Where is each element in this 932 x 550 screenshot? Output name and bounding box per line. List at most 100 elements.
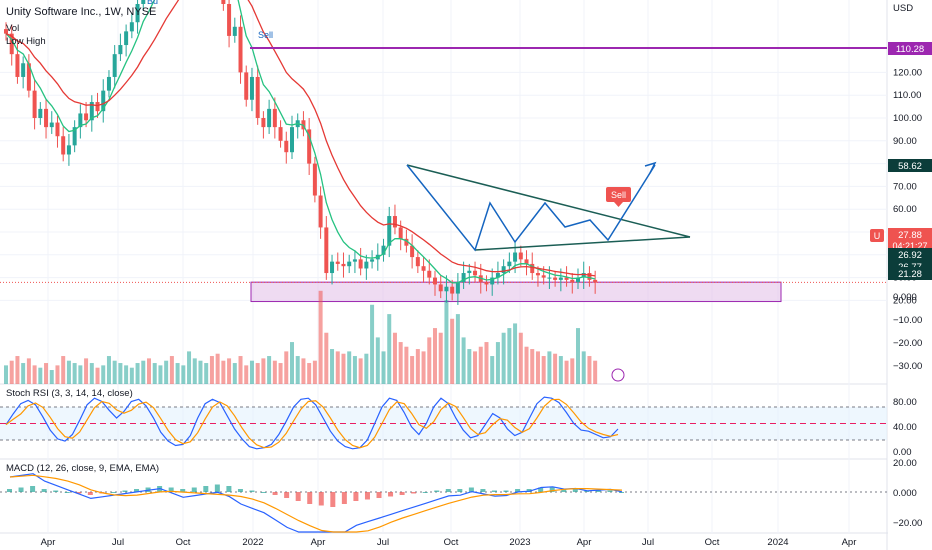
volume-bar [169, 356, 174, 384]
macd-histogram-bar [180, 489, 186, 492]
volume-bar [261, 358, 266, 384]
volume-bar [9, 360, 14, 384]
macd-histogram-bar [538, 487, 544, 492]
volume-bar [335, 351, 340, 384]
macd-histogram-bar [214, 484, 220, 492]
sell-badge[interactable]: Sell [606, 187, 631, 207]
price-axis[interactable]: USD 120.00 110.00 100.00 90.00 80.00 70.00 60.… [870, 0, 932, 550]
time-axis-label: Oct [444, 537, 459, 548]
macd-histogram-bar [203, 486, 209, 492]
lower-label-3: 21.28 [898, 269, 922, 280]
macd-histogram-bar [249, 490, 255, 492]
volume-bar [124, 365, 129, 384]
volume-bar [101, 365, 106, 384]
candle-body [335, 261, 340, 264]
volume-bar [61, 356, 66, 384]
macd-title: MACD (12, 26, close, 9, EMA, EMA) [6, 463, 160, 474]
candle-body [587, 273, 592, 280]
candle-body [358, 259, 363, 269]
macd-histogram-bar [607, 490, 613, 492]
candle-body [541, 275, 546, 278]
volume-bar [444, 300, 449, 384]
volume-bar [152, 363, 157, 384]
time-axis[interactable]: Apr Jul Oct 2022 Apr Jul Oct 2023 Apr Jul Oct 2024 A… [41, 537, 857, 548]
macd-histogram-bar [422, 492, 428, 493]
macd-histogram-bar [87, 492, 93, 495]
candle-body [135, 4, 140, 23]
candle-body [364, 261, 369, 269]
macd-line [9, 473, 623, 533]
volume-bar [530, 349, 535, 384]
volume-bar [84, 358, 89, 384]
candle-body [141, 0, 146, 4]
volume-bar [89, 363, 94, 384]
macd-histogram-bar [168, 487, 174, 492]
volume-bar [558, 356, 563, 384]
candle-body [244, 72, 249, 100]
candle-body [444, 286, 449, 292]
price-tick-label: 20.00 [893, 295, 917, 306]
volume-bar [433, 328, 437, 384]
macd-histogram-bar [619, 492, 624, 493]
volume-bar [15, 356, 20, 384]
alert-icon [611, 368, 625, 382]
volume-bar [307, 363, 312, 384]
candle-body [272, 108, 277, 128]
time-axis-label: 2022 [242, 537, 263, 548]
macd-histogram-bar [457, 489, 463, 492]
low-high-legend: Low High [6, 36, 46, 47]
macd-histogram-bar [64, 492, 70, 493]
time-axis-label: Apr [311, 537, 326, 548]
candle-body [249, 76, 254, 100]
candle-body [324, 227, 329, 274]
macd-histogram-bar [191, 487, 197, 492]
volume-tick-label: 0.000 [893, 292, 917, 303]
candle-body [461, 273, 466, 283]
candle-body [392, 216, 397, 228]
candle-body [427, 270, 432, 278]
candle-body [581, 273, 586, 278]
macd-histogram-bar [30, 486, 36, 492]
macd-tick-label: 20.00 [893, 458, 917, 469]
macd-histogram-bar [122, 490, 128, 492]
moving-averages [5, 0, 596, 284]
candle-body [112, 54, 117, 77]
volume-bar [267, 356, 272, 384]
projection-arrow-head [644, 161, 657, 174]
volume-bar [387, 314, 392, 384]
macd-histogram-bar [549, 487, 555, 492]
volume-bar [141, 360, 146, 384]
symbol-title: Unity Software Inc., 1W, NYSE [6, 6, 157, 18]
volume-bar [484, 342, 489, 384]
candle-body [576, 277, 580, 283]
volume-bar [427, 337, 432, 384]
macd-histogram-bar [411, 492, 417, 494]
macd-histogram-bar [480, 489, 486, 492]
volume-bar [318, 290, 323, 384]
candle-body [501, 266, 506, 274]
volume-bar [398, 342, 403, 384]
macd-histogram-bar [561, 489, 567, 492]
support-zone-rect [250, 281, 782, 303]
candle-body [570, 279, 575, 283]
level-label: 110.28 [896, 44, 924, 55]
currency-label: USD [893, 3, 913, 14]
candle-body [398, 227, 403, 239]
volume-bar [175, 363, 180, 384]
volume-bar [375, 337, 380, 384]
time-axis-label: 2023 [509, 537, 530, 548]
volume-bar [244, 365, 249, 384]
volume-bar [26, 358, 31, 384]
candle-body [467, 270, 472, 274]
macd-histogram-bar [376, 492, 382, 498]
volume-bar [301, 358, 306, 384]
volume-bar [370, 304, 375, 384]
candle-body [284, 140, 289, 153]
candle-body [524, 259, 529, 264]
volume-bar [347, 351, 352, 384]
macd-histogram-bar [226, 486, 232, 492]
volume-bar [564, 360, 569, 384]
volume-bar [587, 356, 592, 384]
stoch-rsi-pane [0, 396, 887, 450]
